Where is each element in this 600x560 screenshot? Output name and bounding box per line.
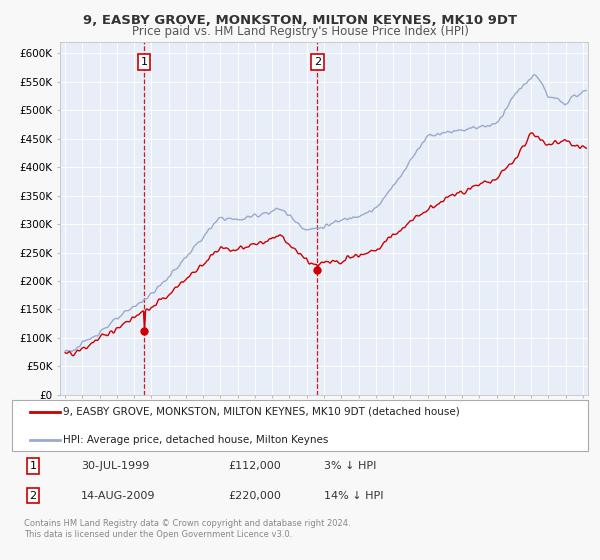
Text: £112,000: £112,000 xyxy=(228,461,281,471)
Text: 1: 1 xyxy=(29,461,37,471)
Text: 3% ↓ HPI: 3% ↓ HPI xyxy=(324,461,376,471)
Text: 14-AUG-2009: 14-AUG-2009 xyxy=(81,491,155,501)
Text: Contains HM Land Registry data © Crown copyright and database right 2024.
This d: Contains HM Land Registry data © Crown c… xyxy=(24,520,350,539)
Text: 2: 2 xyxy=(29,491,37,501)
Text: 2: 2 xyxy=(314,57,321,67)
Text: Price paid vs. HM Land Registry's House Price Index (HPI): Price paid vs. HM Land Registry's House … xyxy=(131,25,469,38)
Text: 9, EASBY GROVE, MONKSTON, MILTON KEYNES, MK10 9DT (detached house): 9, EASBY GROVE, MONKSTON, MILTON KEYNES,… xyxy=(63,407,460,417)
Text: £220,000: £220,000 xyxy=(228,491,281,501)
Text: 9, EASBY GROVE, MONKSTON, MILTON KEYNES, MK10 9DT: 9, EASBY GROVE, MONKSTON, MILTON KEYNES,… xyxy=(83,14,517,27)
Text: 30-JUL-1999: 30-JUL-1999 xyxy=(81,461,149,471)
Text: 1: 1 xyxy=(141,57,148,67)
Text: 14% ↓ HPI: 14% ↓ HPI xyxy=(324,491,383,501)
Text: HPI: Average price, detached house, Milton Keynes: HPI: Average price, detached house, Milt… xyxy=(63,435,328,445)
